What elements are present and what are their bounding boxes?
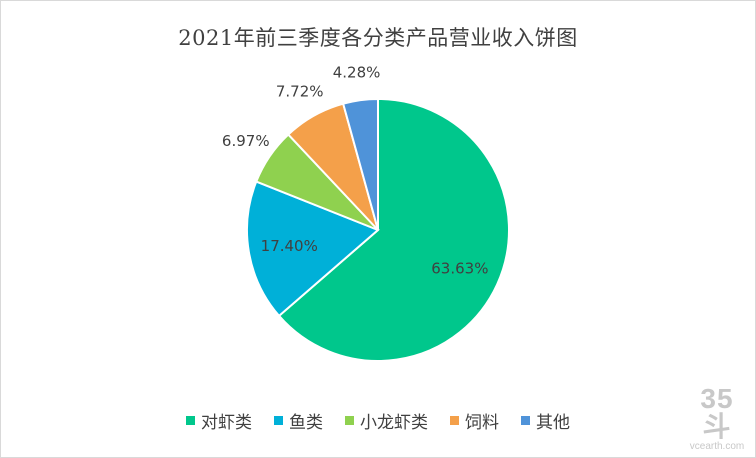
legend-swatch (274, 416, 283, 425)
legend-label: 其他 (536, 413, 570, 433)
legend-label: 鱼类 (289, 413, 323, 433)
slice-label-1: 63.63% (431, 259, 488, 277)
slice-label-5: 4.28% (333, 63, 381, 81)
legend-item-4: 饲料 (450, 408, 499, 433)
legend-swatch (345, 416, 354, 425)
slice-label-4: 7.72% (276, 82, 324, 100)
pie-slice-5 (341, 97, 379, 231)
chart-title: 2021年前三季度各分类产品营业收入饼图 (178, 26, 578, 50)
slice-label-2: 17.40% (261, 237, 318, 255)
pie-slice-1 (277, 97, 510, 362)
watermark-logo: 35斗 vcearth.com (686, 383, 748, 453)
pie-slice-2 (246, 180, 380, 318)
slice-label-3: 6.97% (222, 132, 270, 150)
watermark-logo-text: 35斗 (700, 383, 734, 442)
legend-item-1: 对虾类 (186, 408, 252, 433)
legend-label: 小龙虾类 (360, 413, 428, 433)
legend-label: 对虾类 (201, 413, 252, 433)
legend: 对虾类 鱼类 小龙虾类 饲料 其他 (0, 408, 756, 433)
legend-swatch (521, 416, 530, 425)
legend-swatch (450, 416, 459, 425)
watermark-site: vcearth.com (689, 441, 745, 452)
legend-label: 饲料 (465, 413, 499, 433)
legend-item-5: 其他 (521, 408, 570, 433)
legend-swatch (186, 416, 195, 425)
legend-item-2: 鱼类 (274, 408, 323, 433)
legend-item-3: 小龙虾类 (345, 408, 428, 433)
